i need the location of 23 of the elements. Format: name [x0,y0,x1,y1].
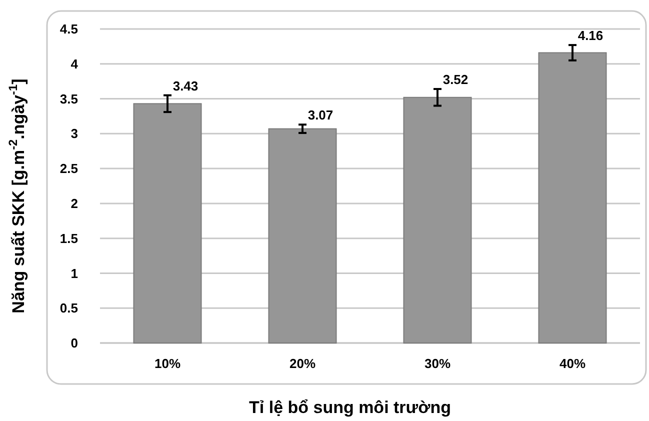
bar [133,103,202,344]
y-tick-label: 1 [70,266,78,281]
data-label: 3.52 [442,72,468,88]
y-tick-label: 1.5 [60,230,78,246]
y-tick-label: 2.5 [60,161,78,176]
y-tick-label: 3.5 [60,91,78,106]
bar [268,128,337,344]
x-tick-label: 30% [424,356,451,371]
bar [538,52,607,344]
data-label: 3.43 [172,78,198,94]
x-tick-label: 10% [154,356,181,371]
y-tick-label: 0.5 [60,300,78,316]
bar [403,96,472,344]
y-tick-label: 3 [70,126,78,142]
x-tick-label: 40% [559,356,586,371]
y-tick-label: 0 [70,336,78,351]
data-label: 3.07 [308,108,334,123]
data-label: 4.16 [578,28,604,44]
y-tick-label: 4.5 [60,22,78,37]
x-tick-label: 20% [289,356,316,371]
y-tick-label: 4 [70,56,79,72]
x-axis-title: Tỉ lệ bổ sung môi trường [249,398,451,417]
y-tick-label: 2 [70,196,78,211]
